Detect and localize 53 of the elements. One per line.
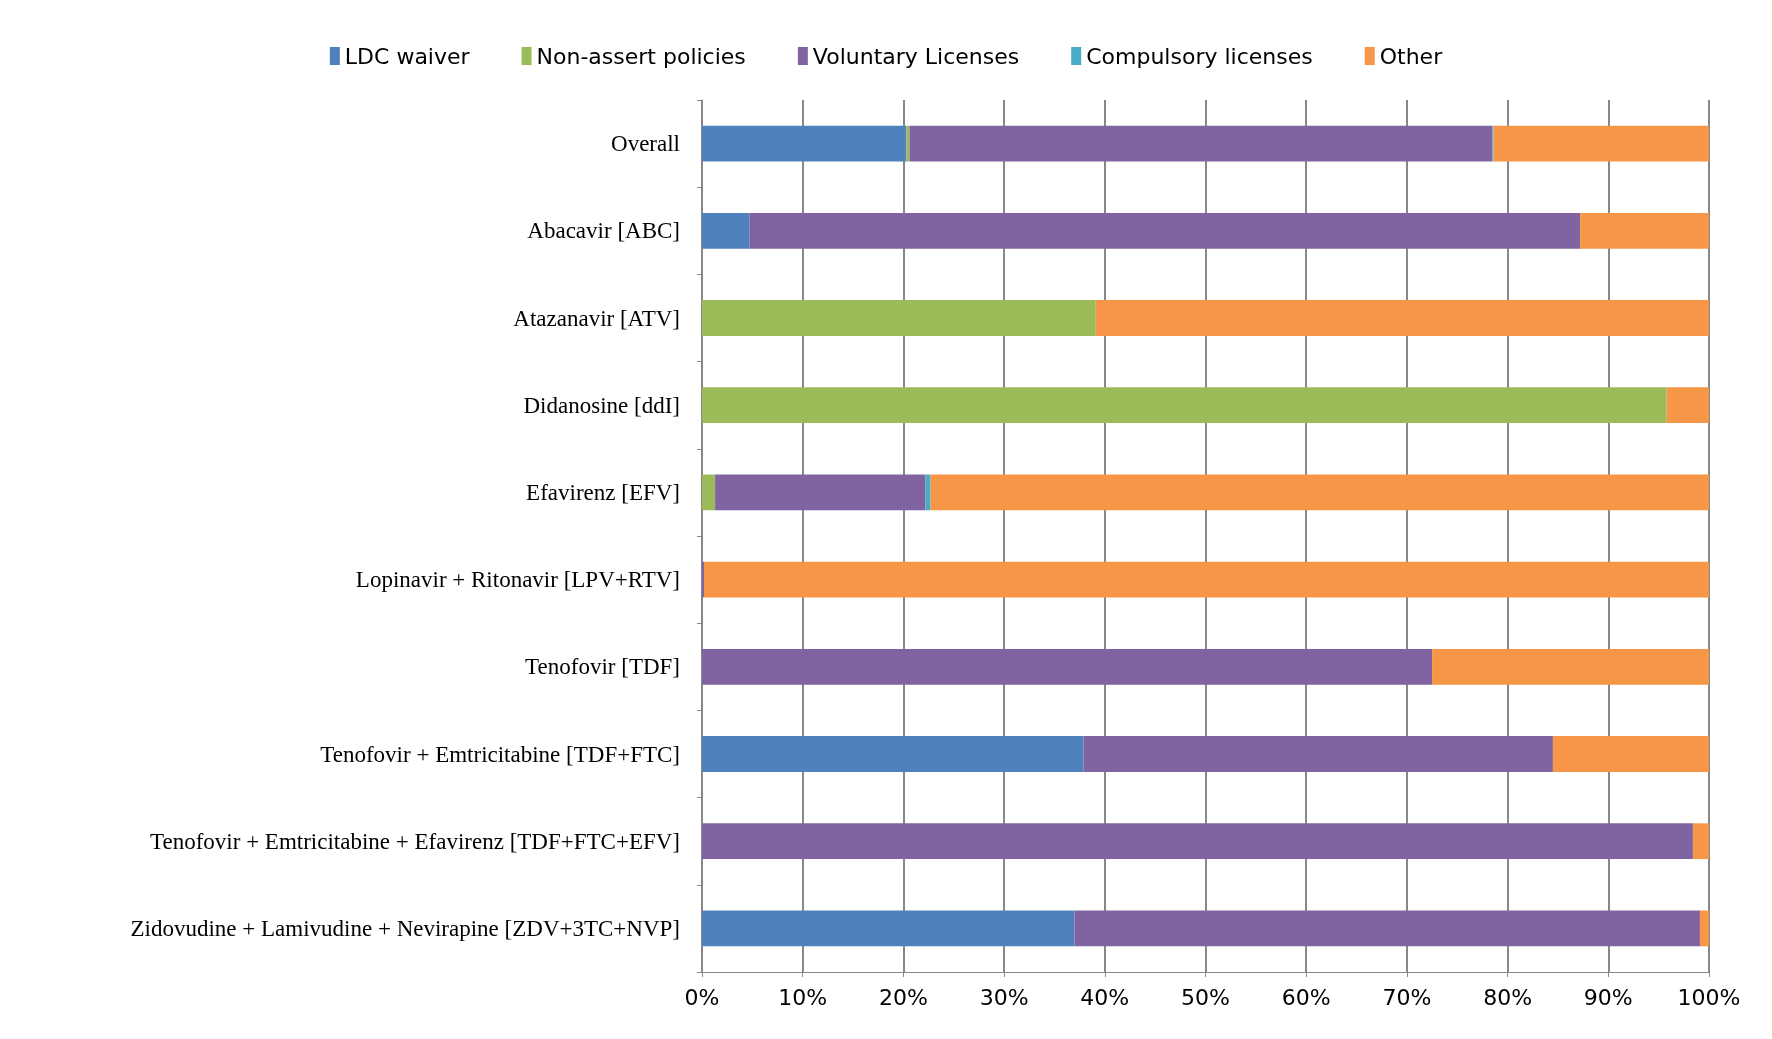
y-tick-label: Efavirenz [EFV]	[526, 479, 680, 505]
y-tick-label: Zidovudine + Lamivudine + Nevirapine [ZDV+3TC+NVP]	[130, 915, 680, 941]
bar	[925, 474, 931, 511]
bar	[704, 561, 1709, 598]
y-tick-label: Tenofovir + Emtricitabine [TDF+FTC]	[320, 741, 680, 767]
bar	[906, 125, 910, 162]
bar	[702, 125, 907, 162]
x-tick-label: 60%	[1281, 984, 1331, 1010]
bar	[1580, 212, 1709, 249]
x-tick-label: 50%	[1181, 984, 1230, 1010]
bar	[1692, 823, 1709, 860]
y-tick-label: Tenofovir [TDF]	[525, 654, 680, 680]
bar	[909, 125, 1493, 162]
y-tick-label: Abacavir [ABC]	[527, 218, 680, 244]
bar	[749, 212, 1581, 249]
x-tick-label: 80%	[1483, 984, 1533, 1010]
x-tick-label: 10%	[778, 984, 828, 1010]
bar	[1493, 125, 1709, 162]
bar	[1095, 300, 1709, 336]
bar	[1074, 910, 1700, 947]
bar	[1083, 736, 1553, 772]
bar	[715, 474, 926, 511]
y-tick-label: Tenofovir + Emtricitabine + Efavirenz [TDF+FTC+EFV]	[150, 828, 680, 854]
bar	[1552, 736, 1709, 772]
bar	[702, 387, 1667, 424]
y-tick-label: Lopinavir + Ritonavir [LPV+RTV]	[355, 567, 680, 593]
bar	[930, 474, 1709, 511]
y-tick-label: Overall	[611, 131, 680, 157]
x-tick-label: 40%	[1080, 984, 1130, 1010]
legend-label: LDC waiver	[344, 43, 471, 69]
bar	[702, 561, 705, 598]
legend-label: Other	[1379, 43, 1444, 69]
bar	[702, 736, 1084, 772]
bar	[702, 910, 1075, 947]
bar	[1432, 648, 1709, 685]
y-tick-label: Didanosine [ddI]	[523, 392, 680, 418]
bar	[702, 300, 1096, 336]
bar	[702, 474, 716, 511]
x-tick-label: 100%	[1677, 984, 1741, 1010]
x-tick-label: 70%	[1382, 984, 1432, 1010]
x-tick-label: 90%	[1583, 984, 1633, 1010]
bar	[1666, 387, 1709, 424]
y-tick-label: Atazanavir [ATV]	[513, 305, 680, 331]
legend-label: Non-assert policies	[536, 43, 746, 69]
legend-label: Voluntary Licenses	[812, 43, 1020, 69]
bar	[702, 212, 750, 249]
bar	[702, 823, 1693, 860]
x-tick-label: 30%	[979, 984, 1029, 1010]
bar	[702, 648, 1433, 685]
x-tick-label: 0%	[684, 984, 720, 1010]
legend-label: Compulsory licenses	[1086, 43, 1313, 69]
x-tick-label: 20%	[878, 984, 928, 1010]
bar	[1699, 910, 1709, 947]
